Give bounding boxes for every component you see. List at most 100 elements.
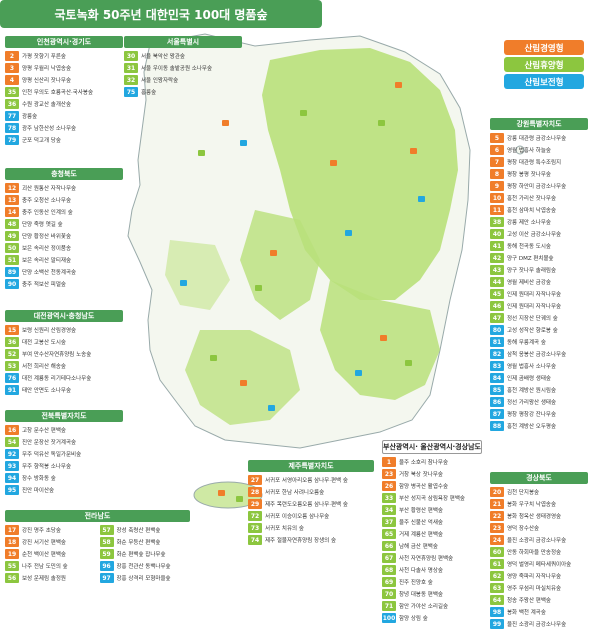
forest-list-item: 49 단양 황정산 바위꽃숲	[5, 230, 123, 242]
map-marker	[268, 405, 275, 411]
forest-list-item: 91 태안 안면도 소나무숲	[5, 384, 123, 396]
panel-chungbuk: 충청북도 12 괴산 원통산 자작나무숲 13 충주 오청산 소나무숲 14 충주 인동산 …	[5, 168, 123, 290]
forest-list-item: 36 대전 고봉산 도시숲	[5, 336, 123, 348]
forest-list-item: 6 영월 법흥사 하늘숲	[490, 144, 588, 156]
forest-name: 양구 잣나무 솔래림숲	[507, 268, 557, 274]
forest-list-item: 5 강릉 대관령 금강소나무숲	[490, 132, 588, 144]
forest-number-badge: 2	[5, 51, 19, 61]
forest-name: 보은 속리산 말티재숲	[22, 258, 72, 264]
forest-list-item: 41 동해 천곡동 도시숲	[490, 240, 588, 252]
forest-number-badge: 70	[382, 589, 396, 599]
forest-number-badge: 42	[490, 253, 504, 263]
forest-name: 보령 신원리 산림경영숲	[22, 328, 77, 334]
forest-name: 영주 무섬리 마실치유숲	[507, 586, 562, 592]
forest-number-badge: 35	[5, 87, 19, 97]
forest-name: 대전 고봉산 도시숲	[22, 340, 66, 346]
forest-list-item: 23 거창 북상 잣나무숲	[382, 468, 482, 480]
forest-name: 서울 우이동 솔밭공원 소나무숲	[141, 66, 213, 72]
forest-list-item: 98 봉화 백천 계곡숲	[490, 606, 588, 618]
forest-list-item: 99 울진 소광리 금강소나무숲	[490, 618, 588, 630]
forest-list-item: 53 서천 희리산 해송숲	[5, 360, 123, 372]
forest-name: 부산 황령산 편백숲	[399, 508, 443, 514]
forest-list-item: 11 홍천 삼마치 낙엽송숲	[490, 204, 588, 216]
forest-number-badge: 90	[5, 279, 19, 289]
forest-name: 김천 단지봉숲	[507, 490, 540, 496]
forest-number-badge: 92	[5, 449, 19, 459]
forest-name: 평창 봉평 잣나무숲	[507, 172, 551, 178]
map-marker	[418, 196, 425, 202]
map-marker	[380, 335, 387, 341]
forest-list-item: 52 부여 만수산자연휴양림 노송숲	[5, 348, 123, 360]
forest-name: 대전 계룡동 리기테다소나무숲	[22, 376, 92, 382]
forest-number-badge: 83	[490, 361, 504, 371]
forest-name: 청송 주왕산 편백숲	[507, 598, 551, 604]
forest-number-badge: 48	[5, 219, 19, 229]
forest-list-item: 32 서울 인왕자락숲	[124, 74, 242, 86]
forest-number-badge: 61	[490, 559, 504, 569]
forest-name: 봉화 청옥산 생태경영숲	[507, 514, 562, 520]
forest-number-badge: 9	[490, 181, 504, 191]
forest-name: 거제 계룡산 편백숲	[399, 532, 443, 538]
forest-list-item: 58 화순 무등산 편백숲	[99, 536, 191, 548]
forest-number-badge: 14	[5, 207, 19, 217]
forest-name: 정선 지장산 단궤의 숲	[507, 316, 558, 322]
forest-list-item: 86 정선 가리왕산 생태숲	[490, 396, 588, 408]
forest-list-item: 89 단양 소백산 천동계곡숲	[5, 266, 123, 278]
forest-number-badge: 76	[5, 373, 19, 383]
forest-list-item: 34 부산 황령산 편백숲	[382, 504, 482, 516]
forest-name: 울주 신불산 억새숲	[399, 520, 443, 526]
forest-number-badge: 17	[5, 525, 19, 535]
forest-list-item: 56 보성 운제림 솔정원	[5, 572, 96, 584]
forest-name: 태안 안면도 소나무숲	[22, 388, 72, 394]
legend-item-management: 산림경영형	[504, 40, 584, 55]
forest-list-item: 70 창녕 대봉동 편백숲	[382, 588, 482, 600]
forest-name: 화순 편백숲 잡나무숲	[116, 552, 166, 558]
map-marker	[198, 150, 205, 156]
forest-name: 가평 잣향기 푸른숲	[22, 54, 66, 60]
forest-name: 봉화 백천 계곡숲	[507, 610, 546, 616]
ulleung-island	[515, 145, 525, 155]
map-marker	[410, 148, 417, 154]
forest-list-item: 15 보령 신원리 산림경영숲	[5, 324, 123, 336]
forest-number-badge: 51	[5, 255, 19, 265]
forest-number-badge: 18	[5, 537, 19, 547]
forest-name: 보성 운제림 솔정원	[22, 576, 66, 582]
forest-list-item: 3 양평 우월리 낙엽송숲	[5, 62, 123, 74]
forest-number-badge: 36	[5, 337, 19, 347]
forest-name: 함안 가야산 소리길숲	[399, 604, 449, 610]
forest-name: 영양 죽파리 자작나무숲	[507, 574, 562, 580]
panel-incheon-gyeonggi: 인천광역시·경기도 2 가평 잣향기 푸른숲 3 양평 우월리 낙엽송숲 4 양평 신산리 …	[5, 36, 123, 146]
forest-list-item: 43 양구 잣나무 솔래림숲	[490, 264, 588, 276]
map-marker	[300, 110, 307, 116]
forest-number-badge: 45	[490, 289, 504, 299]
panel-daejeon-chungnam: 대전광역시·충청남도 15 보령 신원리 산림경영숲 36 대전 고봉산 도시숲 52 부여…	[5, 310, 123, 396]
forest-name: 홍릉숲	[141, 90, 157, 96]
forest-name: 창녕 대봉동 편백숲	[399, 592, 443, 598]
forest-name: 함양 상림 숲	[399, 616, 428, 622]
panel-title: 인천광역시·경기도	[5, 36, 123, 48]
forest-list-item: 48 단양 죽령 옛길 숲	[5, 218, 123, 230]
forest-list-item: 30 서울 북악산 왕관숲	[124, 50, 242, 62]
forest-list-item: 2 가평 잣향기 푸른숲	[5, 50, 123, 62]
forest-name: 고창 문수산 편백숲	[22, 428, 66, 434]
forest-number-badge: 1	[382, 457, 396, 467]
forest-number-badge: 99	[490, 619, 504, 629]
forest-name: 인제 곰배령 생태숲	[507, 376, 551, 382]
forest-list-item: 78 광주 남한산성 소나무숲	[5, 122, 123, 134]
forest-list-item: 79 군포 덕고개 당숲	[5, 134, 123, 146]
forest-number-badge: 85	[490, 385, 504, 395]
forest-name: 고성 성작산 향로봉 숲	[507, 328, 558, 334]
forest-number-badge: 21	[490, 499, 504, 509]
forest-name: 장수 방화동 숲	[22, 476, 56, 482]
forest-name: 사천 다솔사 명상숲	[399, 568, 443, 574]
forest-number-badge: 50	[5, 243, 19, 253]
forest-name: 평창 대관령 특수조림지	[507, 160, 562, 166]
forest-name: 양평 신산리 잣나무숲	[22, 78, 72, 84]
forest-number-badge: 96	[99, 561, 114, 571]
forest-list-item: 27 서귀포 서영아리오름 삼나무·편백 숲	[248, 474, 374, 486]
forest-number-badge: 74	[248, 535, 262, 545]
forest-number-badge: 12	[5, 183, 19, 193]
forest-list-item: 37 울주 신불산 억새숲	[382, 516, 482, 528]
forest-number-badge: 43	[490, 265, 504, 275]
forest-number-badge: 59	[99, 549, 114, 559]
